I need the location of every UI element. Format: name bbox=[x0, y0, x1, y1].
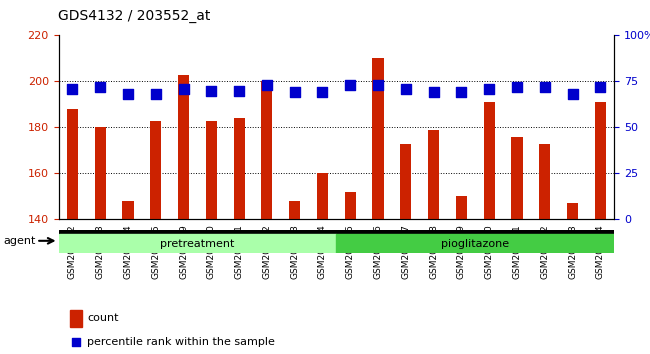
Text: agent: agent bbox=[3, 236, 36, 246]
Point bbox=[262, 82, 272, 88]
Bar bbox=[400, 143, 411, 219]
Point bbox=[373, 82, 384, 88]
Point bbox=[178, 86, 188, 92]
Bar bbox=[233, 118, 244, 219]
Point bbox=[289, 90, 300, 95]
Bar bbox=[372, 58, 384, 219]
Bar bbox=[484, 102, 495, 219]
Bar bbox=[567, 203, 578, 219]
Point bbox=[67, 86, 77, 92]
Text: pioglitazone: pioglitazone bbox=[441, 239, 510, 249]
Bar bbox=[317, 173, 328, 219]
Bar bbox=[178, 74, 189, 219]
Point bbox=[595, 84, 606, 90]
Point bbox=[567, 91, 578, 97]
Bar bbox=[206, 120, 217, 219]
Bar bbox=[58, 230, 614, 234]
Point bbox=[540, 84, 550, 90]
Text: count: count bbox=[87, 313, 119, 323]
Bar bbox=[344, 192, 356, 219]
Point bbox=[123, 91, 133, 97]
Bar bbox=[122, 201, 133, 219]
Bar bbox=[595, 102, 606, 219]
Bar bbox=[150, 120, 161, 219]
Point bbox=[317, 90, 328, 95]
Bar bbox=[289, 201, 300, 219]
Point bbox=[456, 90, 467, 95]
Text: pretreatment: pretreatment bbox=[161, 239, 235, 249]
Bar bbox=[512, 137, 523, 219]
Bar bbox=[70, 310, 82, 326]
Text: GDS4132 / 203552_at: GDS4132 / 203552_at bbox=[58, 9, 211, 23]
Point bbox=[95, 84, 105, 90]
Point bbox=[70, 339, 81, 345]
Point bbox=[234, 88, 244, 93]
Bar bbox=[428, 130, 439, 219]
Point bbox=[428, 90, 439, 95]
Point bbox=[400, 86, 411, 92]
Point bbox=[345, 82, 356, 88]
Point bbox=[512, 84, 522, 90]
Bar bbox=[58, 234, 337, 253]
Bar bbox=[337, 234, 614, 253]
Bar bbox=[261, 81, 272, 219]
Text: percentile rank within the sample: percentile rank within the sample bbox=[87, 337, 275, 347]
Bar bbox=[540, 143, 551, 219]
Bar bbox=[95, 127, 106, 219]
Point bbox=[484, 86, 495, 92]
Point bbox=[206, 88, 216, 93]
Bar bbox=[67, 109, 78, 219]
Point bbox=[151, 91, 161, 97]
Bar bbox=[456, 196, 467, 219]
